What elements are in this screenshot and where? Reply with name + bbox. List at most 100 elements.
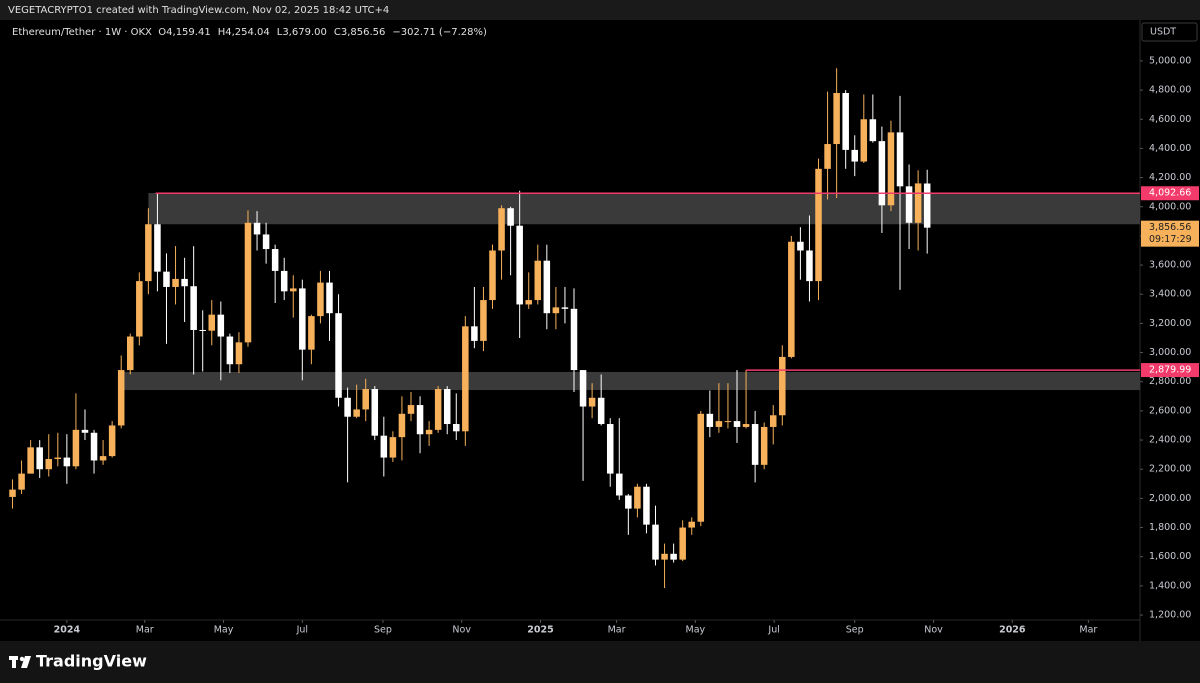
candle-body	[715, 421, 723, 427]
logo-part	[19, 656, 25, 662]
candle-body	[742, 424, 750, 427]
candle-body	[81, 429, 89, 433]
logo-part	[12, 656, 16, 668]
candle-body	[271, 249, 279, 271]
header-bar	[0, 0, 1200, 20]
y-tick-label: 5,000.00	[1149, 55, 1191, 66]
x-tick-label: 2025	[527, 625, 553, 636]
y-tick-label: 2,000.00	[1149, 493, 1191, 504]
x-tick-label: May	[214, 625, 234, 636]
candle-body	[534, 260, 542, 301]
y-tick-label: 4,000.00	[1149, 201, 1191, 212]
candle-body	[299, 288, 306, 350]
candle-body	[896, 132, 904, 187]
candle-body	[18, 473, 25, 490]
candle-body	[407, 405, 415, 414]
candle-body	[317, 282, 324, 317]
candle-body	[697, 413, 705, 522]
candle-body	[661, 553, 668, 560]
candle-body	[851, 149, 858, 162]
candle-body	[878, 141, 886, 206]
brand-logo	[9, 656, 31, 668]
candle-body	[9, 489, 16, 497]
candle-body	[253, 222, 261, 235]
candle-body	[679, 527, 686, 560]
x-tick-label: Mar	[608, 625, 626, 636]
candle-body	[434, 389, 442, 430]
candle-body	[806, 250, 813, 282]
candle-body	[163, 271, 170, 287]
currency-label: USDT	[1150, 27, 1176, 38]
candle-body	[36, 447, 43, 470]
candle-body	[244, 222, 252, 343]
candle-body	[869, 119, 877, 142]
candle-body	[136, 281, 143, 337]
candle-body	[480, 300, 487, 341]
legend: Ethereum/Tether · 1W · OKX O4,159.41 H4,25…	[12, 27, 487, 38]
candle-body	[326, 282, 333, 314]
y-tick-label: 1,400.00	[1149, 580, 1191, 591]
candle-body	[90, 432, 98, 461]
y-tick-label: 3,000.00	[1149, 347, 1191, 358]
candle-body	[335, 313, 342, 398]
candle-body	[443, 389, 451, 425]
candle-body	[290, 288, 297, 292]
candle-body	[280, 270, 288, 292]
candle-body	[516, 225, 523, 305]
y-tick-label: 4,200.00	[1149, 172, 1191, 183]
candle-body	[117, 370, 125, 426]
candle-body	[543, 260, 551, 314]
y-tick-label: 2,600.00	[1149, 405, 1191, 416]
y-tick-label: 2,400.00	[1149, 435, 1191, 446]
candle-body	[172, 278, 179, 287]
candle-body	[733, 421, 741, 427]
legend-value: L3,679.00	[277, 27, 327, 38]
price-level-tag	[1141, 186, 1199, 201]
x-tick-label: Mar	[136, 625, 154, 636]
x-tick-label: May	[686, 625, 706, 636]
support-resistance-zone	[120, 371, 1140, 391]
x-tick-label: Nov	[924, 625, 943, 636]
candle-body	[416, 405, 424, 435]
y-tick-label: 3,400.00	[1149, 289, 1191, 300]
candle-body	[652, 524, 659, 560]
candle-body	[453, 424, 460, 432]
candle-body	[389, 437, 397, 458]
candle-body	[99, 456, 107, 461]
candle-body	[380, 435, 388, 458]
candle-body	[643, 486, 650, 525]
candle-body	[398, 413, 406, 438]
candle-body	[833, 93, 840, 145]
y-tick-label: 1,600.00	[1149, 551, 1191, 562]
x-tick-label: Nov	[452, 625, 471, 636]
candle-body	[217, 314, 225, 337]
last-price-tag	[1141, 220, 1199, 247]
candle-body	[462, 326, 469, 432]
candle-body	[606, 424, 614, 474]
candle-body	[353, 409, 360, 417]
candle-body	[625, 495, 632, 509]
currency-box[interactable]	[1141, 22, 1198, 42]
candle-body	[262, 234, 270, 250]
footer-bar	[0, 641, 1200, 683]
price-level-label: 4,092.66	[1149, 188, 1191, 199]
x-tick-label: Sep	[846, 625, 864, 636]
candle-body	[914, 183, 922, 223]
x-tick-label: Sep	[374, 625, 392, 636]
candle-body	[751, 424, 759, 465]
candle-body	[498, 208, 505, 251]
candle-body	[570, 308, 578, 371]
candle-body	[489, 250, 496, 301]
candle-body	[860, 119, 868, 162]
candle-body	[815, 168, 822, 282]
y-tick-label: 1,200.00	[1149, 610, 1191, 621]
candle-body	[842, 93, 849, 150]
x-tick-label: 2024	[54, 625, 81, 636]
legend-value: −302.71 (−7.28%)	[392, 27, 487, 38]
header-title: VEGETACRYPTO1 created with TradingView.c…	[8, 5, 389, 16]
candle-body	[616, 473, 623, 496]
y-tick-label: 4,800.00	[1149, 85, 1191, 96]
y-tick-label: 1,800.00	[1149, 522, 1191, 533]
